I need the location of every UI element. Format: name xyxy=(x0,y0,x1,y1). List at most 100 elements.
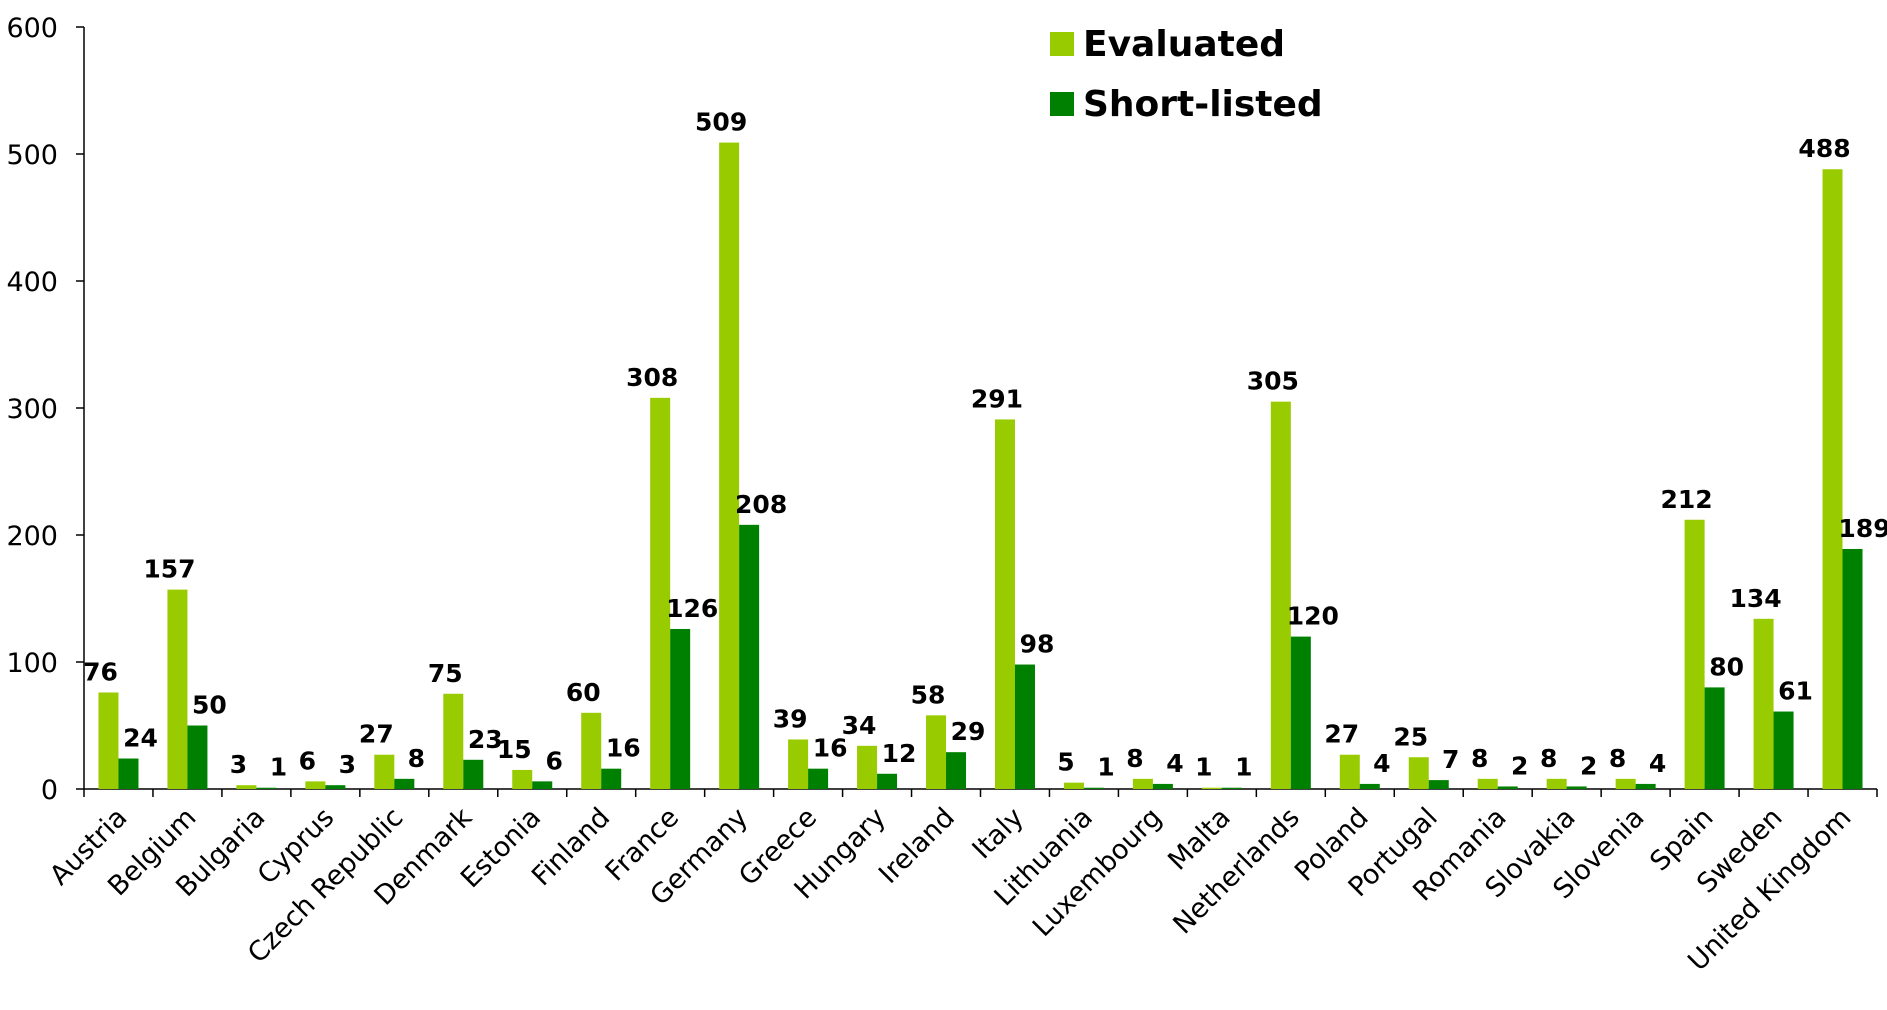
y-tick-label: 100 xyxy=(6,648,58,679)
short-listed-bar xyxy=(1705,687,1725,789)
evaluated-value-label: 8 xyxy=(1471,744,1488,773)
evaluated-value-label: 75 xyxy=(428,659,463,688)
short-listed-value-label: 4 xyxy=(1373,749,1390,778)
evaluated-bar xyxy=(305,781,325,789)
evaluated-value-label: 5 xyxy=(1057,748,1074,777)
evaluated-bar xyxy=(1133,779,1153,789)
evaluated-bar xyxy=(788,739,808,789)
short-listed-value-label: 126 xyxy=(666,594,718,623)
short-listed-value-label: 1 xyxy=(1097,753,1114,782)
evaluated-value-label: 27 xyxy=(1324,720,1359,749)
short-listed-bar xyxy=(1084,788,1104,789)
y-tick-label: 0 xyxy=(41,775,58,806)
evaluated-bar xyxy=(1616,779,1636,789)
evaluated-value-label: 488 xyxy=(1798,134,1850,163)
evaluated-bar xyxy=(1547,779,1567,789)
evaluated-bar xyxy=(1340,755,1360,789)
short-listed-value-label: 4 xyxy=(1166,749,1183,778)
short-listed-bar xyxy=(1291,637,1311,789)
evaluated-value-label: 134 xyxy=(1729,584,1781,613)
short-listed-value-label: 50 xyxy=(192,691,227,720)
short-listed-bar xyxy=(463,760,483,789)
evaluated-value-label: 212 xyxy=(1661,485,1713,514)
evaluated-bar xyxy=(1409,757,1429,789)
short-listed-value-label: 6 xyxy=(546,746,563,775)
evaluated-value-label: 8 xyxy=(1126,744,1143,773)
short-listed-value-label: 23 xyxy=(468,725,503,754)
short-listed-value-label: 80 xyxy=(1709,652,1744,681)
short-listed-value-label: 189 xyxy=(1838,514,1887,543)
short-listed-value-label: 1 xyxy=(270,753,287,782)
short-listed-value-label: 12 xyxy=(882,739,917,768)
legend: Evaluated Short-listed xyxy=(1050,24,1323,125)
short-listed-bar xyxy=(1429,780,1449,789)
short-listed-value-label: 24 xyxy=(123,724,158,753)
y-tick-label: 600 xyxy=(6,13,58,44)
evaluated-value-label: 8 xyxy=(1540,744,1557,773)
short-listed-bar xyxy=(1498,786,1518,789)
bars xyxy=(98,143,1862,789)
short-listed-value-label: 4 xyxy=(1649,749,1666,778)
evaluated-bar xyxy=(926,715,946,789)
evaluated-bar xyxy=(98,692,118,789)
short-listed-bar xyxy=(325,785,345,789)
short-listed-bar xyxy=(946,752,966,789)
x-category-label: Italy xyxy=(967,802,1030,865)
evaluated-bar xyxy=(167,590,187,789)
legend-label: Short-listed xyxy=(1083,84,1323,125)
legend-swatch xyxy=(1050,32,1074,56)
short-listed-bar xyxy=(1153,784,1173,789)
short-listed-bar xyxy=(1636,784,1656,789)
short-listed-bar xyxy=(394,779,414,789)
legend-swatch xyxy=(1050,92,1074,116)
short-listed-bar xyxy=(1843,549,1863,789)
short-listed-bar xyxy=(1360,784,1380,789)
evaluated-bar xyxy=(1202,788,1222,789)
short-listed-bar xyxy=(877,774,897,789)
evaluated-value-label: 509 xyxy=(695,108,747,137)
evaluated-value-label: 291 xyxy=(971,384,1023,413)
evaluated-value-label: 8 xyxy=(1609,744,1626,773)
short-listed-value-label: 120 xyxy=(1287,602,1339,631)
short-listed-value-label: 61 xyxy=(1778,677,1813,706)
short-listed-value-label: 2 xyxy=(1511,751,1528,780)
evaluated-bar xyxy=(1064,783,1084,789)
short-listed-bar xyxy=(1567,786,1587,789)
evaluated-value-label: 25 xyxy=(1393,722,1428,751)
short-listed-bar xyxy=(187,726,207,790)
short-listed-value-label: 3 xyxy=(339,750,356,779)
evaluated-bar xyxy=(719,143,739,789)
short-listed-value-label: 2 xyxy=(1580,751,1597,780)
y-tick-label: 200 xyxy=(6,521,58,552)
evaluated-value-label: 60 xyxy=(566,678,601,707)
evaluated-value-label: 39 xyxy=(773,704,808,733)
short-listed-bar xyxy=(1222,788,1242,789)
data-labels: 761573 62775156030850939 34582915 8 130527 25… xyxy=(83,108,1887,782)
y-axis: 0 100 200 300 400 500 600 xyxy=(6,13,84,806)
y-tick-label: 500 xyxy=(6,140,58,171)
evaluated-bar xyxy=(236,785,256,789)
evaluated-value-label: 157 xyxy=(143,555,195,584)
short-listed-value-label: 98 xyxy=(1020,630,1055,659)
legend-label: Evaluated xyxy=(1083,24,1285,65)
short-listed-bar xyxy=(1015,665,1035,789)
short-listed-value-label: 8 xyxy=(408,744,425,773)
evaluated-bar xyxy=(1685,520,1705,789)
y-tick-label: 400 xyxy=(6,267,58,298)
short-listed-bar xyxy=(808,769,828,789)
evaluated-bar xyxy=(581,713,601,789)
short-listed-bar xyxy=(118,759,138,789)
x-category-label: Ireland xyxy=(873,802,961,890)
evaluated-value-label: 3 xyxy=(230,750,247,779)
evaluated-value-label: 308 xyxy=(626,363,678,392)
short-listed-bar xyxy=(532,781,552,789)
evaluated-bar xyxy=(1823,169,1843,789)
evaluated-value-label: 6 xyxy=(299,746,316,775)
short-listed-value-label: 208 xyxy=(735,490,787,519)
y-tick-label: 300 xyxy=(6,394,58,425)
evaluated-bar xyxy=(995,419,1015,789)
short-listed-bar xyxy=(256,788,276,789)
short-listed-value-label: 16 xyxy=(606,734,641,763)
evaluated-bar xyxy=(1478,779,1498,789)
